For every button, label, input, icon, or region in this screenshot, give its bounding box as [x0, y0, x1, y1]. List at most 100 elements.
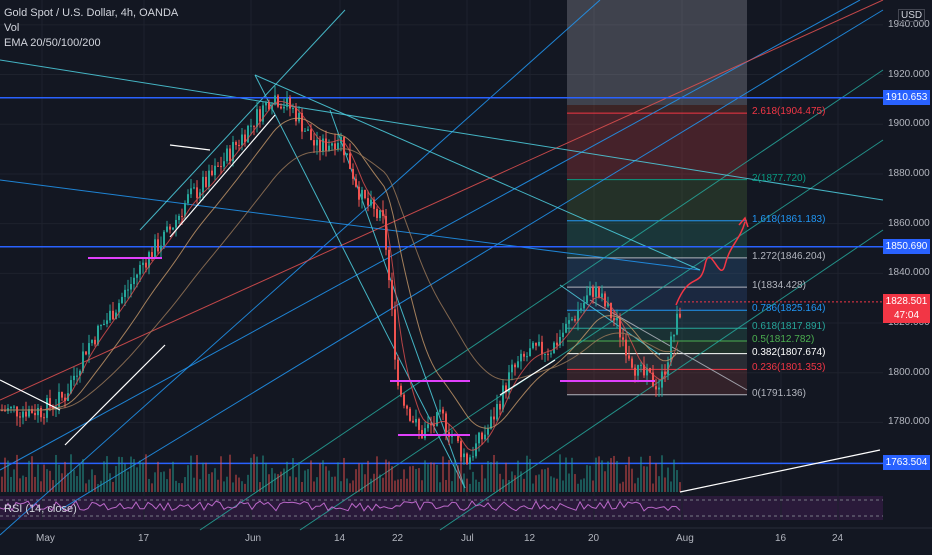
candle-body [565, 323, 567, 333]
volume-bar [361, 464, 363, 492]
trend-line [199, 69, 884, 531]
candle-body [325, 138, 327, 151]
volume-bar [169, 468, 171, 492]
volume-bar [184, 477, 186, 492]
candle-body [385, 215, 387, 250]
candle-body [277, 95, 279, 107]
volume-bar [199, 479, 201, 492]
volume-bar [316, 477, 318, 492]
candle-body [295, 107, 297, 122]
fib-band [567, 113, 747, 180]
volume-bar [451, 481, 453, 492]
fib-level-label: 0.618(1817.891) [752, 321, 826, 333]
candle-body [256, 109, 258, 127]
level-price-tag[interactable]: 1910.653 [883, 89, 930, 105]
volume-bar [130, 456, 132, 492]
candle-body [76, 375, 78, 377]
candle-body [487, 428, 489, 435]
volume-bar [241, 481, 243, 492]
level-price-tag[interactable]: 1850.690 [883, 238, 930, 254]
candle-body [538, 341, 540, 346]
candle-body [112, 310, 114, 320]
volume-bar [598, 456, 600, 492]
volume-bar [679, 482, 681, 492]
volume-bar [217, 479, 219, 492]
candle-body [406, 405, 408, 409]
candle-body [289, 97, 291, 109]
fib-level-label: 0(1791.136) [752, 387, 806, 399]
volume-bar [610, 458, 612, 492]
candle-body [118, 303, 120, 313]
volume-bar [40, 481, 42, 492]
candle-body [322, 138, 324, 152]
ema-indicator-label[interactable]: EMA 20/50/100/200 [4, 37, 101, 49]
ema-line [0, 117, 679, 429]
volume-bar [652, 483, 654, 492]
candle-body [670, 336, 672, 363]
fib-band [567, 340, 747, 354]
rsi-pane [0, 496, 883, 520]
time-axis-tick: May [36, 533, 55, 544]
level-price-tag[interactable]: 1763.504 [883, 455, 930, 471]
candle-body [199, 192, 201, 198]
time-axis-tick: 17 [138, 533, 150, 544]
volume-bar [421, 480, 423, 492]
drawn-trend-line [64, 344, 166, 446]
price-axis-tick: 1880.000 [888, 167, 930, 179]
volume-bar [244, 483, 246, 492]
volume-bar [238, 477, 240, 492]
volume-bar [655, 463, 657, 492]
drawn-trend-line [679, 449, 881, 493]
bar-countdown: 47:04 [883, 307, 930, 323]
candle-body [193, 187, 195, 189]
volume-bar [385, 459, 387, 492]
volume-bar [535, 475, 537, 492]
volume-bar [496, 461, 498, 492]
volume-bar [565, 457, 567, 492]
candle-body [79, 370, 81, 376]
volume-bar [310, 460, 312, 492]
time-axis-tick: Aug [676, 533, 694, 544]
candle-body [346, 153, 348, 156]
volume-bar [58, 464, 60, 492]
current-price-tag[interactable]: 1828.501 [883, 293, 930, 309]
candle-body [652, 372, 654, 387]
volume-bar [619, 483, 621, 492]
fib-band [567, 369, 747, 395]
candle-body [496, 403, 498, 420]
volume-bar [253, 454, 255, 492]
candle-body [388, 249, 390, 281]
rsi-indicator-label[interactable]: RSI (14, close) [4, 503, 77, 515]
candle-body [571, 319, 573, 321]
candle-body [244, 134, 246, 143]
candle-body [4, 410, 6, 412]
drawn-trend-line [0, 379, 61, 411]
candle-body [163, 231, 165, 246]
symbol-title[interactable]: Gold Spot / U.S. Dollar, 4h, OANDA [4, 7, 179, 19]
currency-label[interactable]: USD [898, 9, 926, 22]
candle-body [589, 287, 591, 296]
volume-bar [493, 454, 495, 492]
volume-bar [553, 477, 555, 492]
candle-body [358, 186, 360, 200]
volume-bar [202, 462, 204, 492]
volume-bar [556, 478, 558, 492]
candle-body [280, 106, 282, 109]
volume-bar [577, 483, 579, 492]
volume-bar [514, 475, 516, 492]
candle-body [109, 310, 111, 321]
candle-body [601, 293, 603, 298]
candle-body [397, 359, 399, 386]
volume-bar [538, 474, 540, 492]
candle-body [166, 226, 168, 232]
volume-indicator-label[interactable]: Vol [4, 22, 20, 34]
candle-body [364, 189, 366, 199]
candle-body [607, 302, 609, 307]
candle-body [160, 245, 162, 252]
volume-bar [403, 469, 405, 492]
projected-arrow [738, 216, 749, 228]
volume-bar [271, 468, 273, 492]
candle-body [49, 398, 51, 407]
